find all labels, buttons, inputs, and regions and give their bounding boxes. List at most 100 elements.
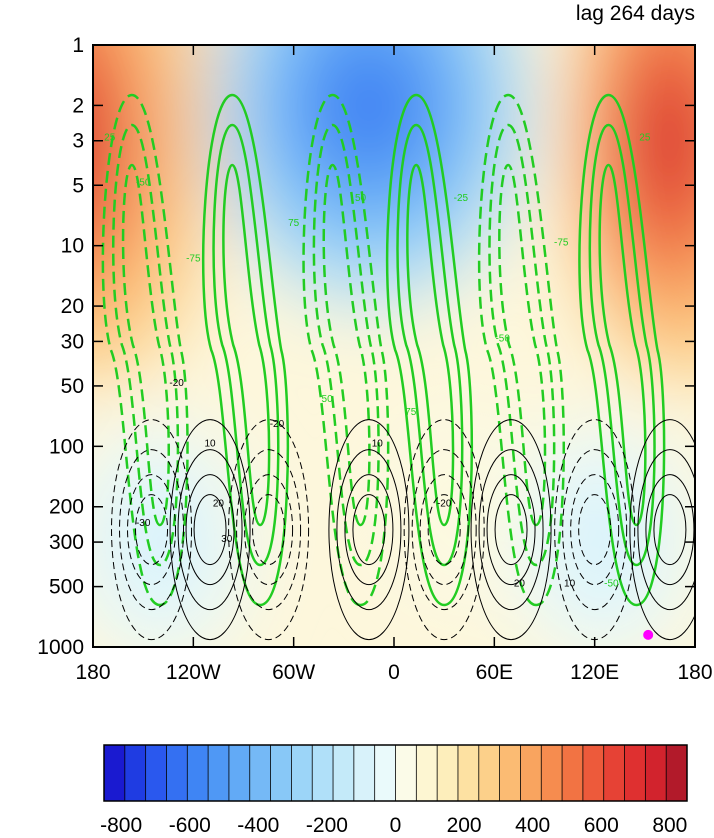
colorbar-cell bbox=[520, 745, 542, 801]
green-contour-line bbox=[396, 123, 464, 567]
x-axis: 180 120W 60W 0 60E 120E 180 bbox=[75, 45, 713, 684]
green-contour-line bbox=[312, 123, 380, 567]
green-contour-line bbox=[477, 93, 566, 607]
green-contours bbox=[101, 93, 666, 607]
contour-label: -20 bbox=[169, 378, 184, 389]
black-contour-line bbox=[244, 474, 294, 586]
y-tick-label: 1 bbox=[72, 34, 84, 57]
contour-label: -50 bbox=[604, 579, 619, 590]
contour-label: -75 bbox=[186, 254, 201, 265]
y-tick-label: 30 bbox=[61, 330, 84, 353]
black-contour-line bbox=[185, 474, 235, 586]
green-contour-line bbox=[385, 93, 474, 607]
x-tick-label: 120W bbox=[166, 661, 221, 684]
black-contour-line bbox=[653, 494, 687, 566]
green-contour-line bbox=[598, 163, 647, 527]
field-blob bbox=[328, 57, 409, 154]
colorbar-cell bbox=[374, 745, 396, 801]
colorbar-cell bbox=[208, 745, 230, 801]
x-tick-label: 60W bbox=[272, 661, 315, 684]
colorbar-label: 200 bbox=[447, 814, 482, 837]
contour-label: 30 bbox=[221, 534, 233, 545]
colorbar: -800 -600 -400 -200 0 200 400 600 800 bbox=[100, 744, 688, 837]
y-axis: 1 2 3 5 10 20 30 50 100 200 300 500 1000 bbox=[37, 34, 695, 659]
contour-label: 50 bbox=[355, 193, 367, 204]
black-contour-line bbox=[119, 449, 185, 611]
y-tick-label: 50 bbox=[61, 375, 84, 398]
colorbar-frame bbox=[103, 744, 688, 802]
colorbar-cell bbox=[166, 745, 188, 801]
colorbar-cell bbox=[145, 745, 167, 801]
green-contour-line bbox=[406, 163, 455, 527]
black-contour-line bbox=[193, 494, 227, 566]
colorbar-cell bbox=[478, 745, 501, 801]
contour-label: -30 bbox=[136, 518, 151, 529]
black-contour-line bbox=[494, 494, 528, 566]
marker-layer bbox=[643, 629, 654, 640]
contour-label: -50 bbox=[136, 177, 151, 188]
green-contour-line bbox=[101, 93, 189, 607]
contour-label: -75 bbox=[554, 238, 569, 249]
colorbar-cell bbox=[124, 745, 147, 801]
contour-label: -20 bbox=[270, 419, 285, 430]
y-tick-label: 2 bbox=[72, 94, 84, 117]
black-contour-line bbox=[470, 419, 552, 641]
black-contour-line bbox=[419, 474, 469, 586]
black-contour-line bbox=[486, 474, 536, 586]
x-tick-label: 0 bbox=[388, 661, 400, 684]
colorbar-cell bbox=[187, 745, 209, 801]
contour-label: -50 bbox=[495, 333, 510, 344]
black-contour-line bbox=[336, 449, 402, 611]
chart-title: lag 264 days bbox=[576, 2, 695, 25]
y-tick-label: 10 bbox=[61, 235, 84, 258]
contour-label: -25 bbox=[454, 193, 469, 204]
contour-label: 25 bbox=[104, 133, 116, 144]
y-tick-label: 500 bbox=[49, 576, 84, 599]
black-contour-line bbox=[135, 494, 169, 566]
colorbar-cell bbox=[228, 745, 251, 801]
black-contour-line bbox=[629, 419, 695, 641]
green-contour-line bbox=[222, 163, 271, 527]
contour-label: 10 bbox=[372, 438, 384, 449]
contour-labels: 25 -50 -75 75 50 -25 -75 25 50 75 -50 -50 10 -20 20 30 -… bbox=[104, 133, 651, 590]
colorbar-cell bbox=[437, 745, 459, 801]
y-tick-label: 100 bbox=[49, 435, 84, 458]
colorbar-label: -200 bbox=[306, 814, 348, 837]
green-contour-line bbox=[302, 93, 390, 607]
green-contour-line bbox=[322, 163, 371, 527]
colorbar-cell bbox=[457, 745, 480, 801]
green-contour-line bbox=[578, 93, 666, 607]
colorbar-cell bbox=[666, 745, 688, 801]
field-blob bbox=[93, 112, 97, 169]
field-blob bbox=[93, 53, 116, 228]
green-contour-line bbox=[488, 123, 556, 567]
location-marker bbox=[643, 629, 654, 640]
black-contour-line bbox=[411, 449, 477, 611]
black-contour-line bbox=[578, 494, 612, 566]
black-contour-line bbox=[328, 419, 410, 641]
colorbar-label: -800 bbox=[100, 814, 142, 837]
contour-label: 20 bbox=[213, 499, 225, 510]
y-tick-label: 3 bbox=[72, 130, 84, 153]
black-contour-line bbox=[562, 449, 628, 611]
colorbar-cell bbox=[395, 745, 417, 801]
black-contour-line bbox=[645, 474, 695, 586]
x-tick-label: 120E bbox=[570, 661, 619, 684]
black-contour-line bbox=[127, 474, 177, 586]
colorbar-label: 0 bbox=[390, 814, 402, 837]
black-contour-line bbox=[177, 449, 243, 611]
colorbar-cell bbox=[582, 745, 605, 801]
black-contour-line bbox=[637, 449, 695, 611]
plot-area: 25 -50 -75 75 50 -25 -75 25 50 75 -50 -50 10 -20 20 30 -… bbox=[93, 45, 695, 647]
colorbar-cell bbox=[645, 745, 667, 801]
green-contour-line bbox=[212, 123, 280, 567]
contour-label: 75 bbox=[405, 407, 417, 418]
black-contour-line bbox=[236, 449, 302, 611]
black-contour-line bbox=[570, 474, 620, 586]
black-contour-line bbox=[252, 494, 286, 566]
colorbar-label: -400 bbox=[237, 814, 279, 837]
y-tick-label: 1000 bbox=[37, 636, 84, 659]
green-contour-line bbox=[498, 163, 547, 527]
colorbar-cell bbox=[562, 745, 584, 801]
colorbar-cell bbox=[416, 745, 438, 801]
